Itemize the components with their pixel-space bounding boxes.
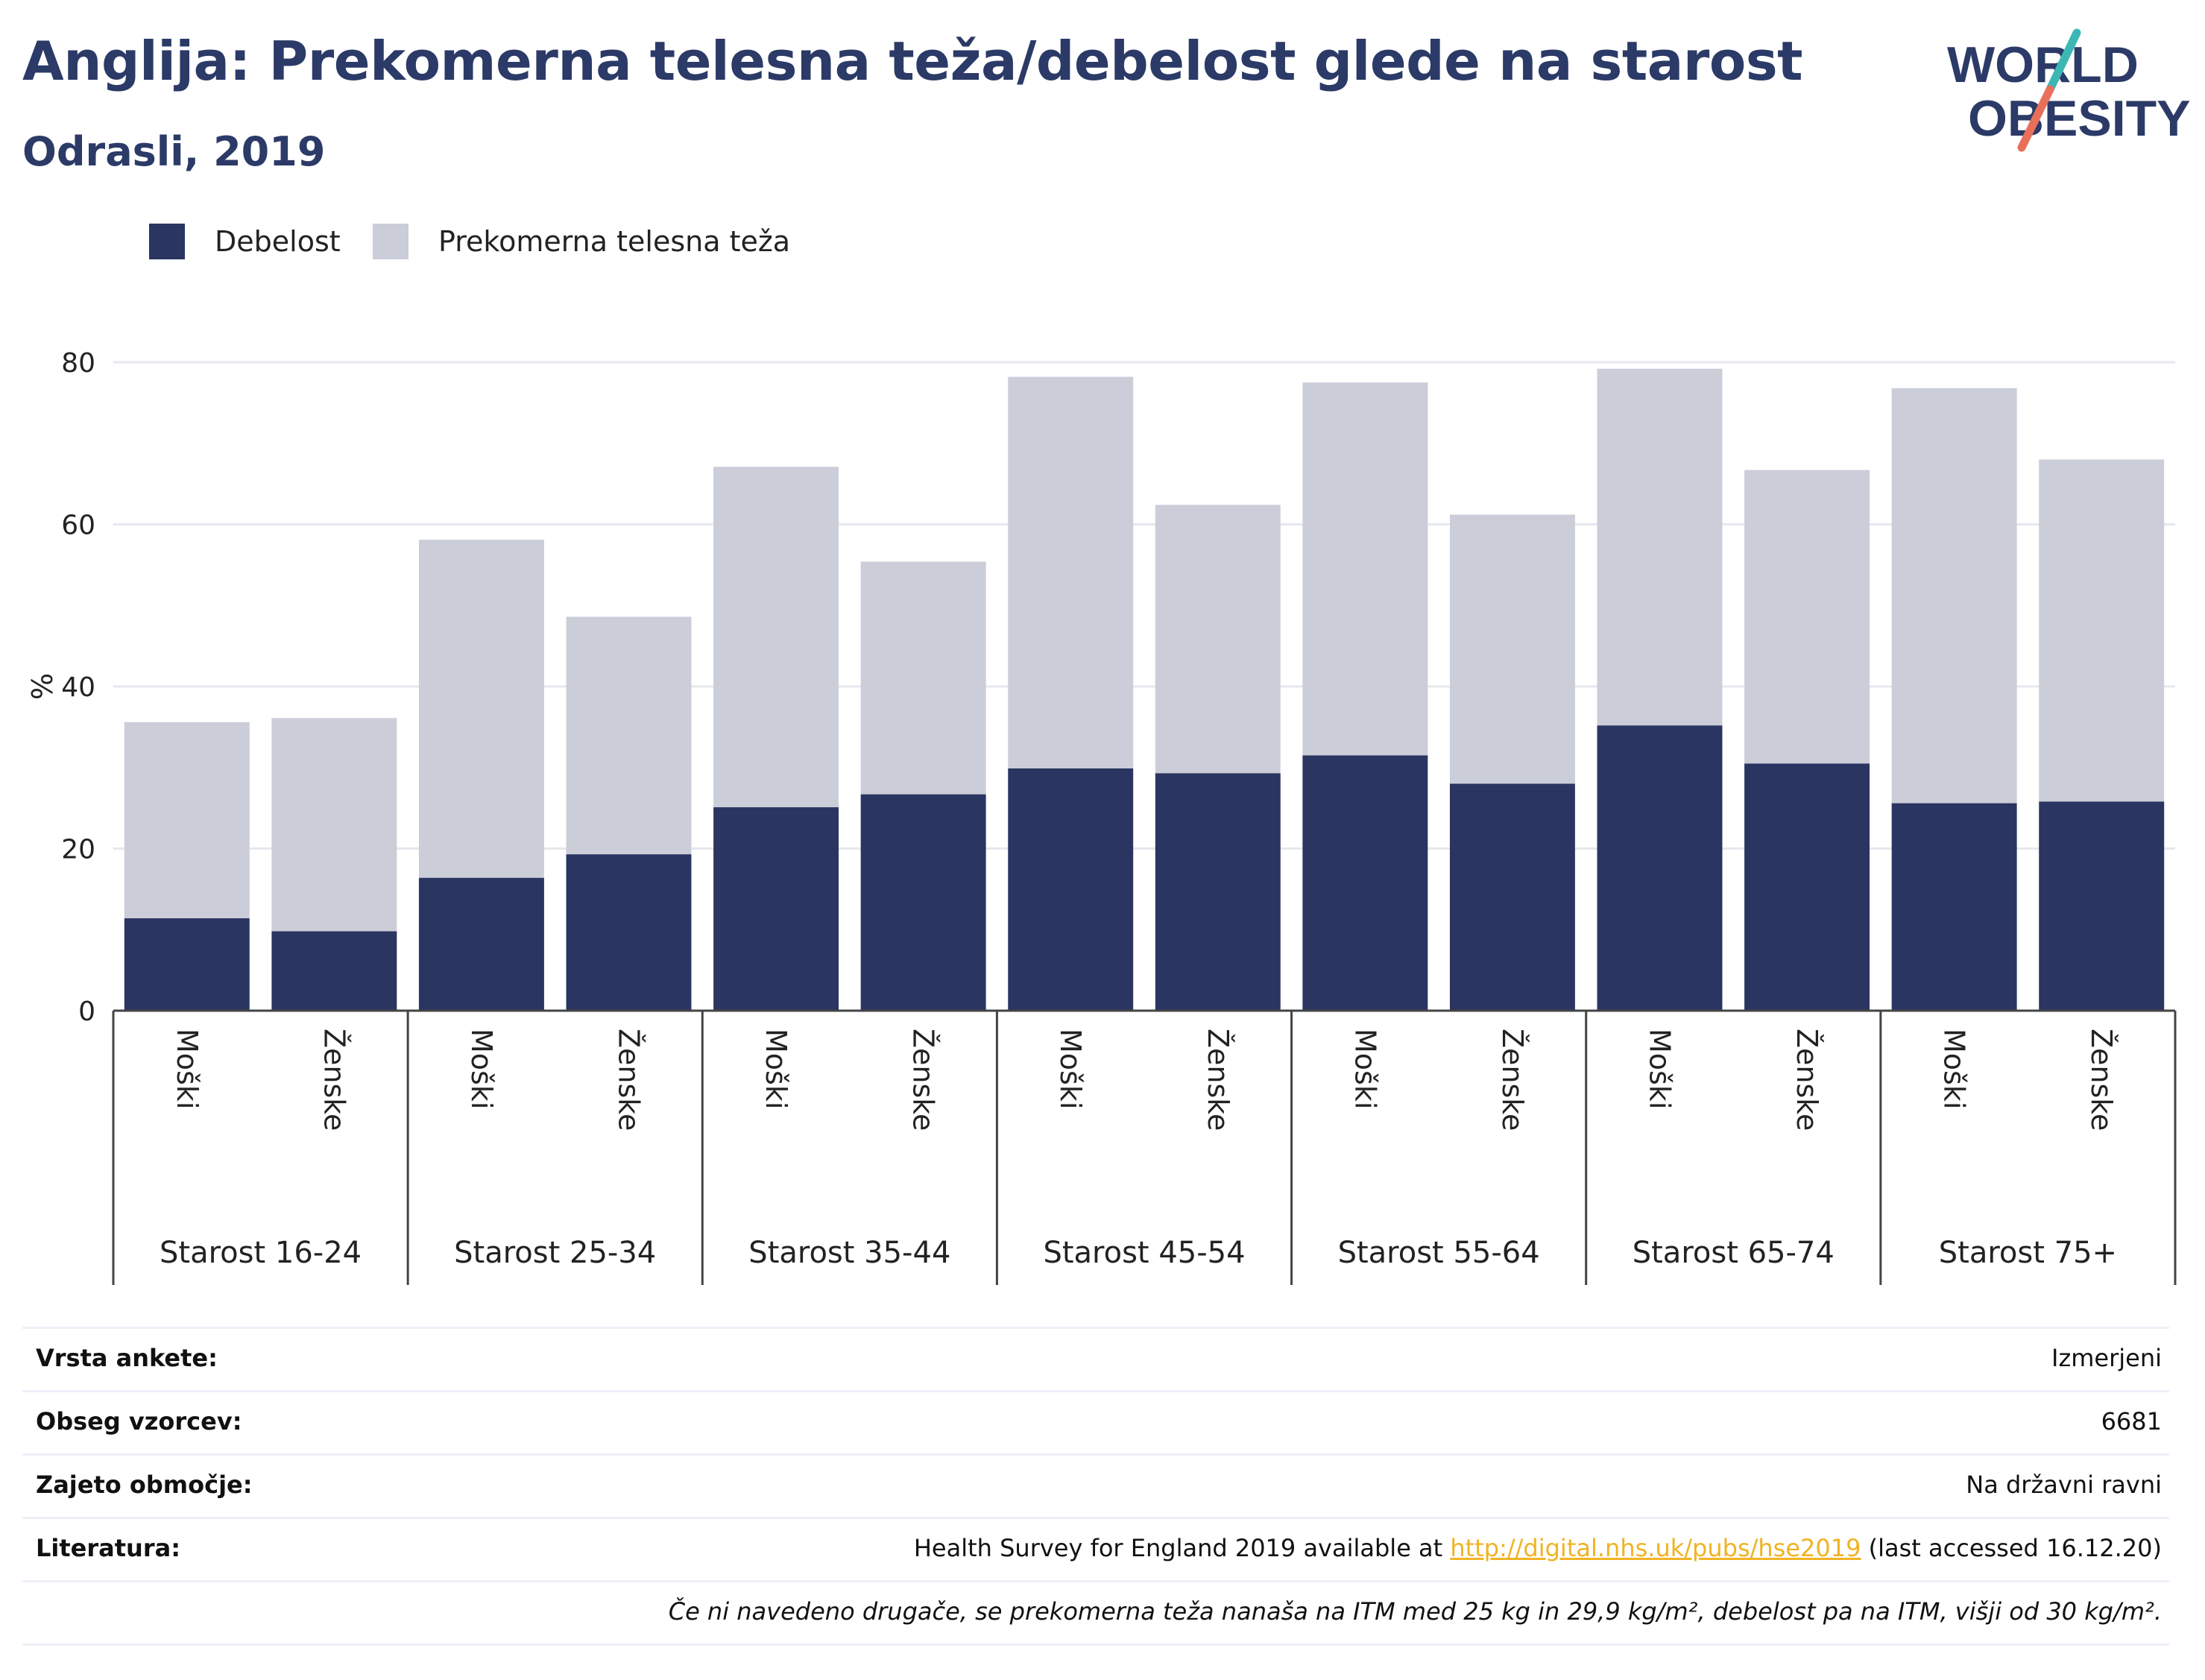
y-tick-label: 80 bbox=[61, 348, 95, 379]
bar-overweight bbox=[566, 616, 692, 855]
info-row-note: Če ni navedeno drugače, se prekomerna te… bbox=[22, 1580, 2169, 1643]
x-category-label: Moški bbox=[465, 1029, 498, 1109]
chart-subtitle: Odrasli, 2019 bbox=[22, 128, 326, 175]
bar-overweight bbox=[271, 718, 397, 932]
y-tick-label: 60 bbox=[61, 511, 95, 541]
info-key: Zajeto območje: bbox=[36, 1471, 253, 1499]
bar-overweight bbox=[2039, 459, 2165, 802]
legend-swatch-obesity bbox=[149, 224, 185, 259]
x-category-label: Moški bbox=[760, 1029, 792, 1109]
survey-info-table: Vrsta ankete: Izmerjeni Obseg vzorcev: 6… bbox=[22, 1327, 2169, 1646]
x-group-label: Starost 35-44 bbox=[748, 1236, 950, 1270]
bar-obesity bbox=[1449, 783, 1575, 1011]
x-category-label: Ženske bbox=[1791, 1029, 1823, 1131]
bar-obesity bbox=[1155, 773, 1281, 1011]
x-group-label: Starost 65-74 bbox=[1633, 1236, 1835, 1270]
x-group-label: Starost 25-34 bbox=[454, 1236, 656, 1270]
legend-swatch-overweight bbox=[373, 224, 408, 259]
logo-line-1: WORLD bbox=[1947, 37, 2139, 93]
x-category-label: Ženske bbox=[2085, 1029, 2118, 1131]
logo-slash-top bbox=[2045, 28, 2081, 94]
x-category-label: Moški bbox=[171, 1029, 204, 1109]
literature-text-before: Health Survey for England 2019 available… bbox=[913, 1534, 1451, 1562]
info-value: Na državni ravni bbox=[1966, 1471, 2162, 1499]
y-tick-label: 0 bbox=[78, 997, 95, 1027]
bar-obesity bbox=[418, 877, 544, 1011]
bar-obesity bbox=[1597, 725, 1723, 1011]
x-category-label: Ženske bbox=[318, 1029, 350, 1131]
bar-obesity bbox=[860, 794, 986, 1011]
stacked-bar-chart: 0 20 40 60 80% Moški Ženske Moški Ženske Moški Žen… bbox=[26, 348, 2177, 1285]
info-row-survey-type: Vrsta ankete: Izmerjeni bbox=[22, 1327, 2169, 1390]
y-tick-label: 40 bbox=[61, 672, 95, 703]
x-category-label: Ženske bbox=[613, 1029, 646, 1131]
x-category-label: Moški bbox=[1348, 1029, 1381, 1109]
literature-link[interactable]: http://digital.nhs.uk/pubs/hse2019 bbox=[1450, 1534, 1861, 1562]
bar-overweight bbox=[1597, 368, 1723, 726]
bar-overweight bbox=[1008, 376, 1134, 768]
x-category-label: Moški bbox=[1938, 1029, 1971, 1109]
info-row-literature: Literatura: Health Survey for England 20… bbox=[22, 1517, 2169, 1580]
info-row-sample-size: Obseg vzorcev: 6681 bbox=[22, 1390, 2169, 1453]
x-category-label: Moški bbox=[1644, 1029, 1676, 1109]
bar-obesity bbox=[1891, 803, 2017, 1011]
bar-overweight bbox=[124, 721, 250, 919]
x-category-label: Moški bbox=[1054, 1029, 1087, 1109]
x-category-label: Ženske bbox=[1202, 1029, 1234, 1131]
bar-obesity bbox=[1302, 755, 1428, 1011]
logo-slash-bottom bbox=[2017, 85, 2054, 152]
logo-line-2: OBESITY bbox=[1968, 90, 2191, 147]
bar-obesity bbox=[2039, 801, 2165, 1011]
bar-overweight bbox=[1155, 505, 1281, 774]
legend-label-overweight: Prekomerna telesna teža bbox=[438, 225, 791, 258]
info-value: 6681 bbox=[2101, 1407, 2162, 1436]
x-group-label: Starost 16-24 bbox=[160, 1236, 362, 1270]
bar-obesity bbox=[713, 807, 839, 1011]
bar-obesity bbox=[1008, 768, 1134, 1011]
bar-overweight bbox=[1449, 514, 1575, 784]
definition-note: Če ni navedeno drugače, se prekomerna te… bbox=[668, 1597, 2162, 1626]
x-category-label: Ženske bbox=[1496, 1029, 1529, 1131]
bar-obesity bbox=[124, 918, 250, 1011]
bar-obesity bbox=[1744, 763, 1870, 1011]
bar-overweight bbox=[860, 561, 986, 795]
x-group-label: Starost 75+ bbox=[1939, 1236, 2117, 1270]
bar-obesity bbox=[566, 854, 692, 1011]
x-group-label: Starost 55-64 bbox=[1338, 1236, 1540, 1270]
info-value: Izmerjeni bbox=[2051, 1344, 2162, 1372]
x-group-label: Starost 45-54 bbox=[1043, 1236, 1245, 1270]
bar-overweight bbox=[418, 540, 544, 878]
legend-label-obesity: Debelost bbox=[215, 225, 341, 258]
literature-text-after: (last accessed 16.12.20) bbox=[1861, 1534, 2162, 1562]
world-obesity-logo: WORLD OBESITY bbox=[1947, 28, 2191, 152]
bar-overweight bbox=[1891, 388, 2017, 803]
info-table-bottom-rule bbox=[22, 1643, 2169, 1646]
bar-overweight bbox=[1744, 470, 1870, 764]
y-axis-title: % bbox=[26, 673, 59, 700]
info-key: Vrsta ankete: bbox=[36, 1344, 218, 1372]
info-key: Obseg vzorcev: bbox=[36, 1407, 242, 1436]
x-category-label: Ženske bbox=[907, 1029, 940, 1131]
info-value: Health Survey for England 2019 available… bbox=[914, 1534, 2162, 1562]
bar-obesity bbox=[271, 931, 397, 1011]
info-row-coverage: Zajeto območje: Na državni ravni bbox=[22, 1453, 2169, 1517]
y-tick-label: 20 bbox=[61, 835, 95, 865]
bar-overweight bbox=[713, 467, 839, 808]
chart-title: Anglija: Prekomerna telesna teža/debelos… bbox=[22, 30, 1803, 92]
info-key: Literatura: bbox=[36, 1534, 180, 1562]
bar-overweight bbox=[1302, 382, 1428, 756]
